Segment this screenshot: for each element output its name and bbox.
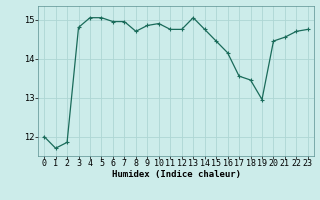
X-axis label: Humidex (Indice chaleur): Humidex (Indice chaleur) bbox=[111, 170, 241, 179]
